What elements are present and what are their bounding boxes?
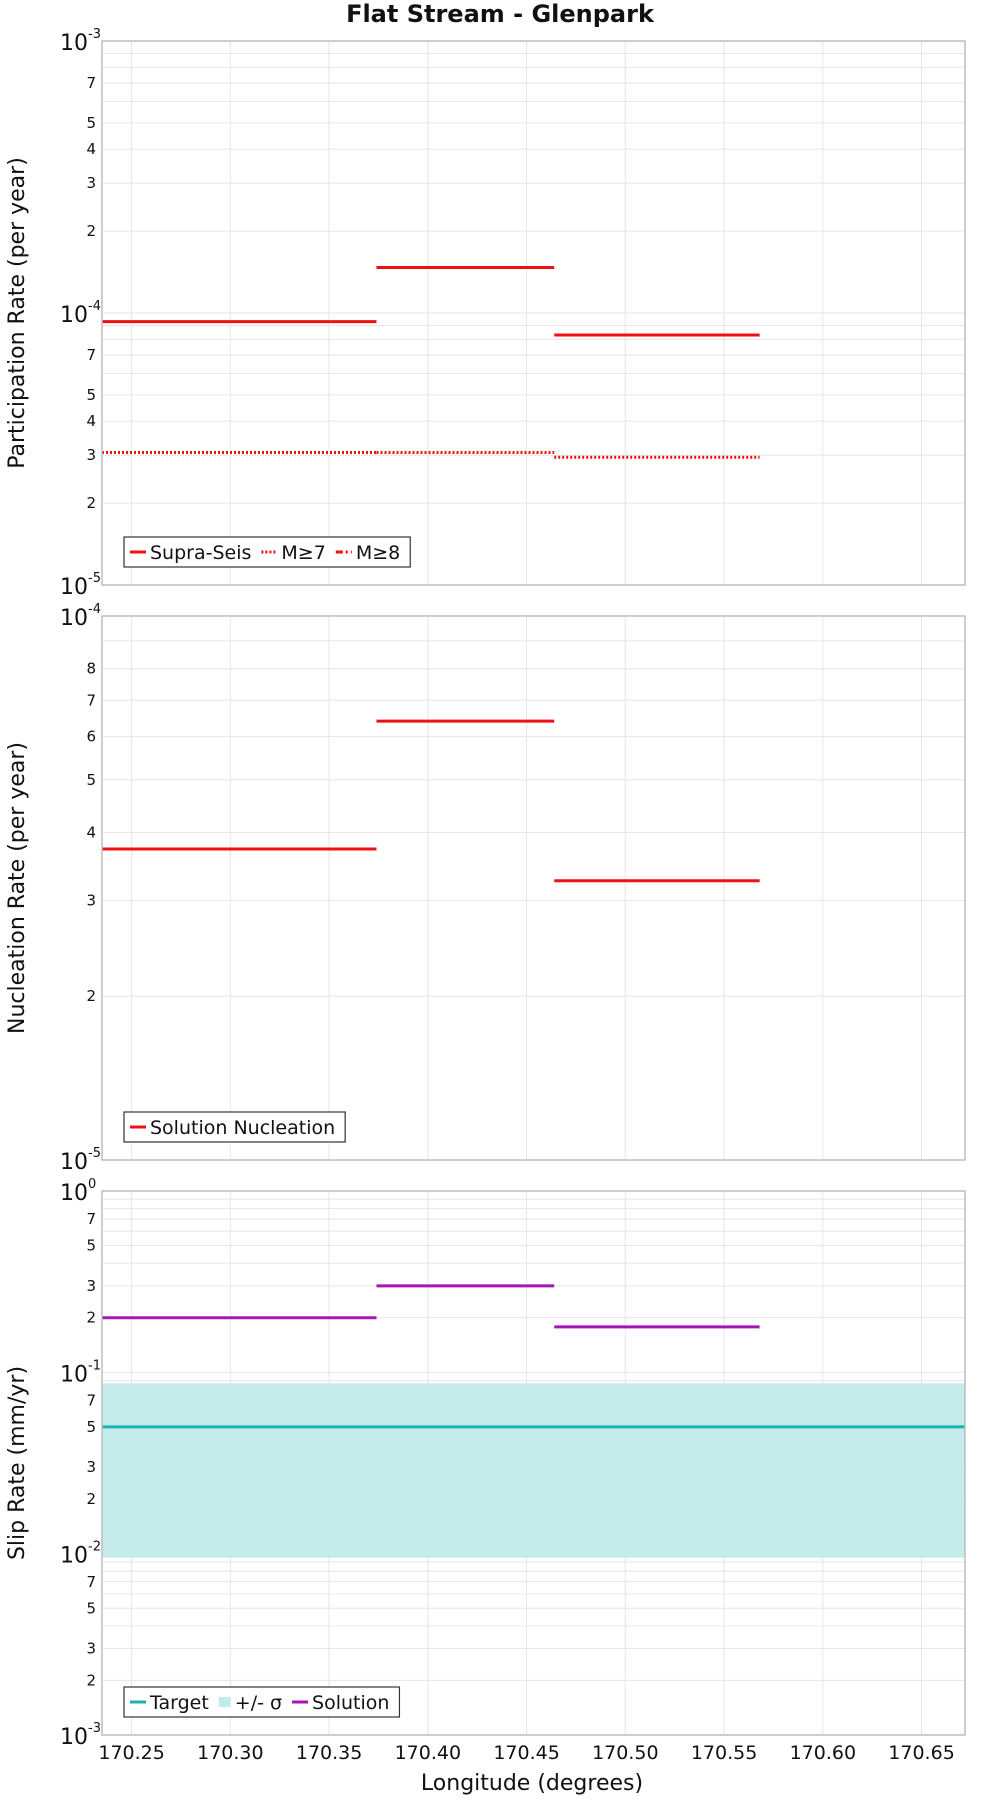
y-axis-label: Participation Rate (per year): [5, 157, 30, 469]
y-decade-exponent: 0: [88, 1177, 96, 1192]
y-tick-label: 2: [86, 494, 96, 512]
y-decade-label: 10: [60, 606, 88, 631]
legend-label: Solution: [312, 1692, 389, 1714]
y-decade-exponent: -5: [88, 571, 101, 586]
y-tick-label: 4: [86, 412, 96, 430]
legend: Target +/- σ Solution: [123, 1686, 401, 1718]
y-tick-label: 6: [86, 728, 96, 746]
legend-label: Target: [149, 1692, 209, 1714]
y-tick-label: 3: [86, 1639, 96, 1657]
y-decade-exponent: -3: [88, 27, 101, 42]
y-decade-label: 10: [60, 1150, 88, 1175]
y-tick-label: 7: [86, 74, 96, 92]
plot-frame: [101, 615, 966, 1161]
legend-label: M≥8: [356, 542, 400, 564]
y-tick-label: 3: [86, 1277, 96, 1295]
y-tick-label: 5: [86, 386, 96, 404]
y-tick-label: 7: [86, 346, 96, 364]
y-decade-label: 10: [60, 1181, 88, 1206]
legend-box: [123, 1111, 346, 1143]
y-tick-label: 2: [86, 222, 96, 240]
legend: Solution Nucleation: [123, 1111, 346, 1143]
legend: Supra-Seis M≥7 M≥8: [123, 536, 411, 568]
plot-frame: [101, 40, 966, 586]
y-decade-label: 10: [60, 1544, 88, 1569]
y-tick-label: 3: [86, 446, 96, 464]
legend-label: +/- σ: [235, 1692, 282, 1714]
y-tick-label: 8: [86, 660, 96, 678]
y-tick-label: 4: [86, 140, 96, 158]
x-tick-label: 170.65: [888, 1742, 954, 1764]
y-tick-label: 4: [86, 823, 96, 841]
x-tick-label: 170.25: [98, 1742, 164, 1764]
y-tick-label: 7: [86, 1573, 96, 1591]
uncertainty-band: [102, 1383, 965, 1558]
y-axis-label: Slip Rate (mm/yr): [5, 1366, 30, 1560]
y-tick-label: 5: [86, 1418, 96, 1436]
x-tick-label: 170.60: [790, 1742, 856, 1764]
y-tick-label: 2: [86, 1490, 96, 1508]
plot-frame: [101, 1190, 966, 1736]
y-tick-label: 5: [86, 771, 96, 789]
y-decade-exponent: -1: [88, 1358, 101, 1373]
y-tick-label: 5: [86, 1237, 96, 1255]
y-decade-label: 10: [60, 303, 88, 328]
y-decade-exponent: -3: [88, 1721, 101, 1736]
y-tick-label: 2: [86, 987, 96, 1005]
y-decade-exponent: -5: [88, 1146, 101, 1161]
x-axis-label: Longitude (degrees): [421, 1771, 643, 1796]
y-decade-label: 10: [60, 31, 88, 56]
y-tick-label: 2: [86, 1309, 96, 1327]
y-decade-exponent: -2: [88, 1540, 101, 1555]
y-tick-label: 7: [86, 1391, 96, 1409]
y-tick-label: 5: [86, 1599, 96, 1617]
y-decade-label: 10: [60, 1725, 88, 1750]
y-decade-label: 10: [60, 1362, 88, 1387]
x-tick-label: 170.50: [592, 1742, 658, 1764]
y-tick-label: 3: [86, 1458, 96, 1476]
y-decade-exponent: -4: [88, 299, 101, 314]
legend-box: [123, 1686, 401, 1718]
y-tick-label: 7: [86, 1210, 96, 1228]
x-tick-label: 170.30: [197, 1742, 263, 1764]
y-axis-label: Nucleation Rate (per year): [5, 742, 30, 1034]
legend-label: M≥7: [281, 542, 325, 564]
y-tick-label: 7: [86, 691, 96, 709]
legend-swatch: [218, 1697, 231, 1707]
y-tick-label: 3: [86, 891, 96, 909]
y-tick-label: 3: [86, 174, 96, 192]
x-tick-label: 170.45: [493, 1742, 559, 1764]
legend-label: Supra-Seis: [150, 542, 251, 564]
y-tick-label: 2: [86, 1671, 96, 1689]
x-tick-label: 170.55: [691, 1742, 757, 1764]
y-decade-label: 10: [60, 575, 88, 600]
y-tick-label: 5: [86, 114, 96, 132]
x-tick-label: 170.40: [395, 1742, 461, 1764]
y-decade-exponent: -4: [88, 602, 101, 617]
x-tick-label: 170.35: [296, 1742, 362, 1764]
chart-title: Flat Stream - Glenpark: [346, 0, 655, 28]
legend-label: Solution Nucleation: [150, 1117, 335, 1139]
